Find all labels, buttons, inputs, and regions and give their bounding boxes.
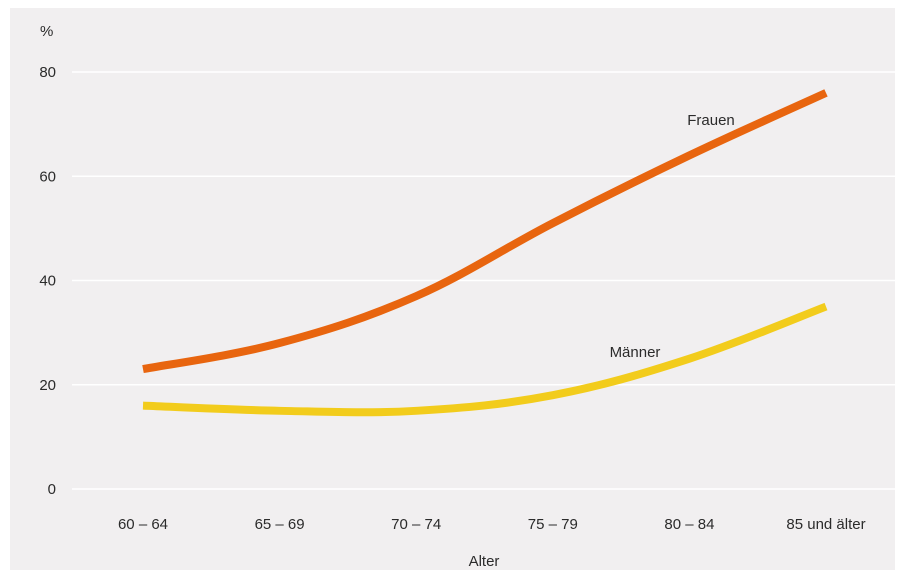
x-tick-label: 85 und älter [786, 516, 865, 533]
labels: % Alter 0 20 40 60 80 60 – 64 65 – 69 70 – 74 75… [39, 23, 865, 570]
x-tick-label: 70 – 74 [391, 516, 441, 533]
y-tick-label: 40 [39, 273, 56, 290]
y-tick-label: 20 [39, 377, 56, 394]
x-tick-label: 80 – 84 [664, 516, 714, 533]
x-axis-title: Alter [469, 553, 500, 570]
series-line-m-nner [142, 302, 828, 417]
series-line-frauen [142, 89, 828, 374]
y-tick-label: 80 [39, 64, 56, 81]
plot-background [10, 8, 895, 570]
series-lines [142, 89, 828, 417]
series-label-frauen: Frauen [687, 112, 735, 129]
y-tick-label: 0 [48, 481, 56, 498]
series-label-m-nner: Männer [610, 344, 661, 361]
y-tick-label: 60 [39, 168, 56, 185]
x-tick-label: 65 – 69 [255, 516, 305, 533]
y-axis-title: % [40, 23, 53, 40]
gridlines [72, 71, 895, 490]
x-tick-label: 75 – 79 [528, 516, 578, 533]
x-tick-label: 60 – 64 [118, 516, 168, 533]
